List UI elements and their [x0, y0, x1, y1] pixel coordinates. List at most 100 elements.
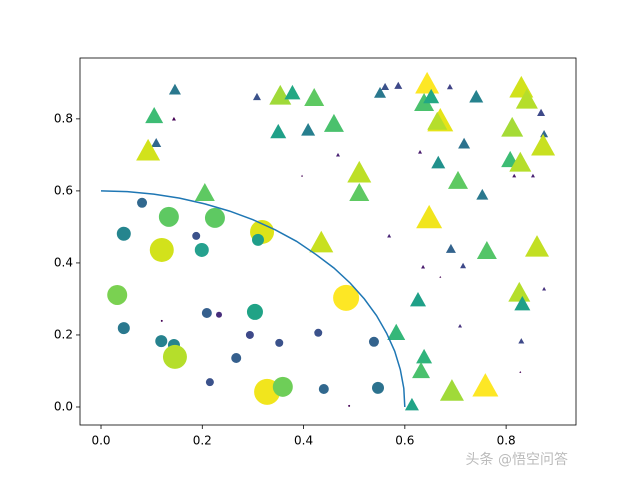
circle-point — [318, 383, 329, 394]
triangle-point — [509, 151, 532, 172]
triangle-point — [427, 111, 448, 130]
triangle-point — [525, 235, 550, 257]
circle-point — [231, 353, 242, 364]
y-tick-label: 0.4 — [54, 255, 73, 269]
triangle-point — [542, 286, 547, 291]
arc-line — [100, 190, 406, 408]
triangle-point — [476, 241, 497, 260]
triangle-point — [252, 92, 261, 101]
triangle-point — [349, 183, 370, 202]
circle-point — [158, 206, 179, 227]
circle-point — [117, 322, 130, 335]
triangle-point — [304, 87, 325, 106]
triangle-point — [472, 373, 499, 397]
circle-point — [192, 231, 201, 240]
triangle-point — [501, 116, 524, 137]
triangle-point — [431, 155, 446, 169]
circle-point — [160, 319, 163, 322]
circle-point — [368, 336, 379, 347]
triangle-point — [416, 348, 433, 364]
triangle-point — [418, 150, 423, 154]
circle-point — [194, 242, 209, 257]
triangle-point — [387, 233, 392, 238]
triangle-point — [460, 262, 467, 269]
circle-point — [275, 338, 284, 347]
circle-point — [314, 328, 323, 337]
triangle-point — [476, 188, 489, 200]
triangle-point — [381, 82, 390, 91]
triangle-point — [347, 160, 372, 183]
triangle-point — [445, 243, 456, 253]
triangle-point — [374, 86, 387, 98]
triangle-point — [531, 133, 556, 156]
circle-point — [372, 381, 385, 394]
triangle-point — [469, 89, 484, 103]
circle-point — [216, 311, 223, 318]
triangle-point — [446, 83, 453, 90]
triangle-point — [530, 173, 535, 178]
circle-point — [137, 197, 148, 208]
triangle-point — [323, 113, 344, 132]
triangle-point — [519, 371, 522, 373]
x-tick-label: 0.2 — [193, 434, 212, 448]
y-tick-label: 0.0 — [54, 399, 73, 413]
triangle-point — [415, 71, 440, 94]
x-tick-label: 0.4 — [294, 434, 313, 448]
triangle-point — [301, 174, 304, 177]
axes-frame — [79, 57, 577, 426]
triangle-point — [309, 230, 334, 253]
circle-point — [162, 344, 187, 369]
triangle-point — [518, 338, 525, 344]
circle-point — [348, 404, 351, 407]
triangle-point — [387, 323, 406, 340]
circle-point — [272, 376, 293, 397]
circle-point — [201, 307, 212, 318]
triangle-point — [423, 88, 440, 104]
triangle-point — [145, 106, 164, 124]
y-tick-label: 0.6 — [54, 183, 73, 197]
circle-point — [155, 335, 168, 348]
triangle-point — [458, 137, 471, 149]
triangle-point — [512, 173, 517, 178]
x-tick-label: 0.8 — [497, 434, 516, 448]
circle-point — [205, 378, 214, 387]
circle-point — [245, 330, 254, 339]
circle-point — [333, 284, 360, 311]
x-tick-label: 0.0 — [91, 434, 110, 448]
triangle-point — [448, 170, 469, 189]
x-tick-label: 0.6 — [395, 434, 414, 448]
triangle-point — [421, 264, 426, 269]
triangle-point — [269, 84, 292, 105]
y-tick-label: 0.2 — [54, 327, 73, 341]
triangle-point — [136, 138, 161, 161]
triangle-point — [171, 116, 176, 121]
triangle-point — [410, 292, 427, 307]
circle-point — [251, 233, 264, 246]
triangle-point — [458, 323, 463, 328]
triangle-point — [270, 123, 287, 139]
circle-point — [116, 226, 131, 241]
triangle-point — [284, 84, 301, 100]
circle-point — [149, 237, 174, 262]
triangle-point — [168, 83, 181, 95]
circle-point — [246, 303, 263, 320]
triangle-point — [439, 275, 442, 278]
triangle-point — [412, 361, 431, 379]
triangle-point — [301, 123, 316, 136]
triangle-point — [151, 137, 162, 147]
triangle-point — [540, 129, 549, 138]
y-tick-label: 0.8 — [54, 111, 73, 125]
triangle-point — [336, 152, 341, 157]
circle-point — [107, 284, 128, 305]
triangle-point — [514, 295, 531, 311]
triangle-point — [404, 397, 419, 411]
circle-point — [204, 207, 225, 228]
triangle-point — [194, 183, 215, 202]
watermark: 头条 @悟空问答 — [466, 451, 568, 468]
triangle-point — [394, 81, 403, 89]
triangle-point — [515, 88, 538, 109]
triangle-point — [508, 281, 531, 302]
triangle-point — [439, 379, 464, 401]
triangle-point — [537, 108, 546, 116]
